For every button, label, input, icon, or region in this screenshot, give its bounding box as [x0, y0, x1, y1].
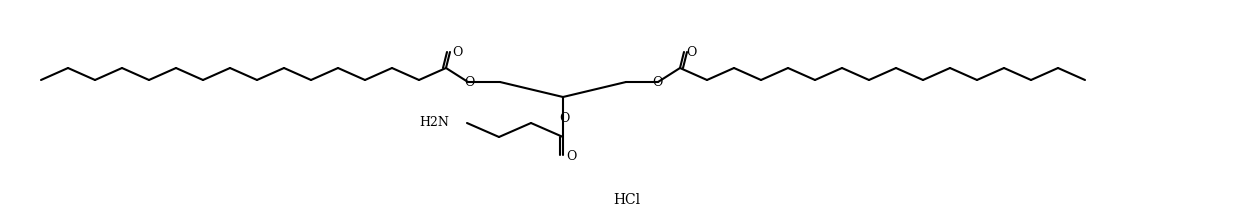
- Text: O: O: [685, 46, 697, 59]
- Text: O: O: [452, 46, 462, 59]
- Text: HCl: HCl: [614, 193, 640, 207]
- Text: O: O: [651, 75, 663, 88]
- Text: O: O: [558, 111, 570, 125]
- Text: O: O: [464, 75, 474, 88]
- Text: O: O: [566, 151, 576, 164]
- Text: H2N: H2N: [419, 117, 449, 130]
